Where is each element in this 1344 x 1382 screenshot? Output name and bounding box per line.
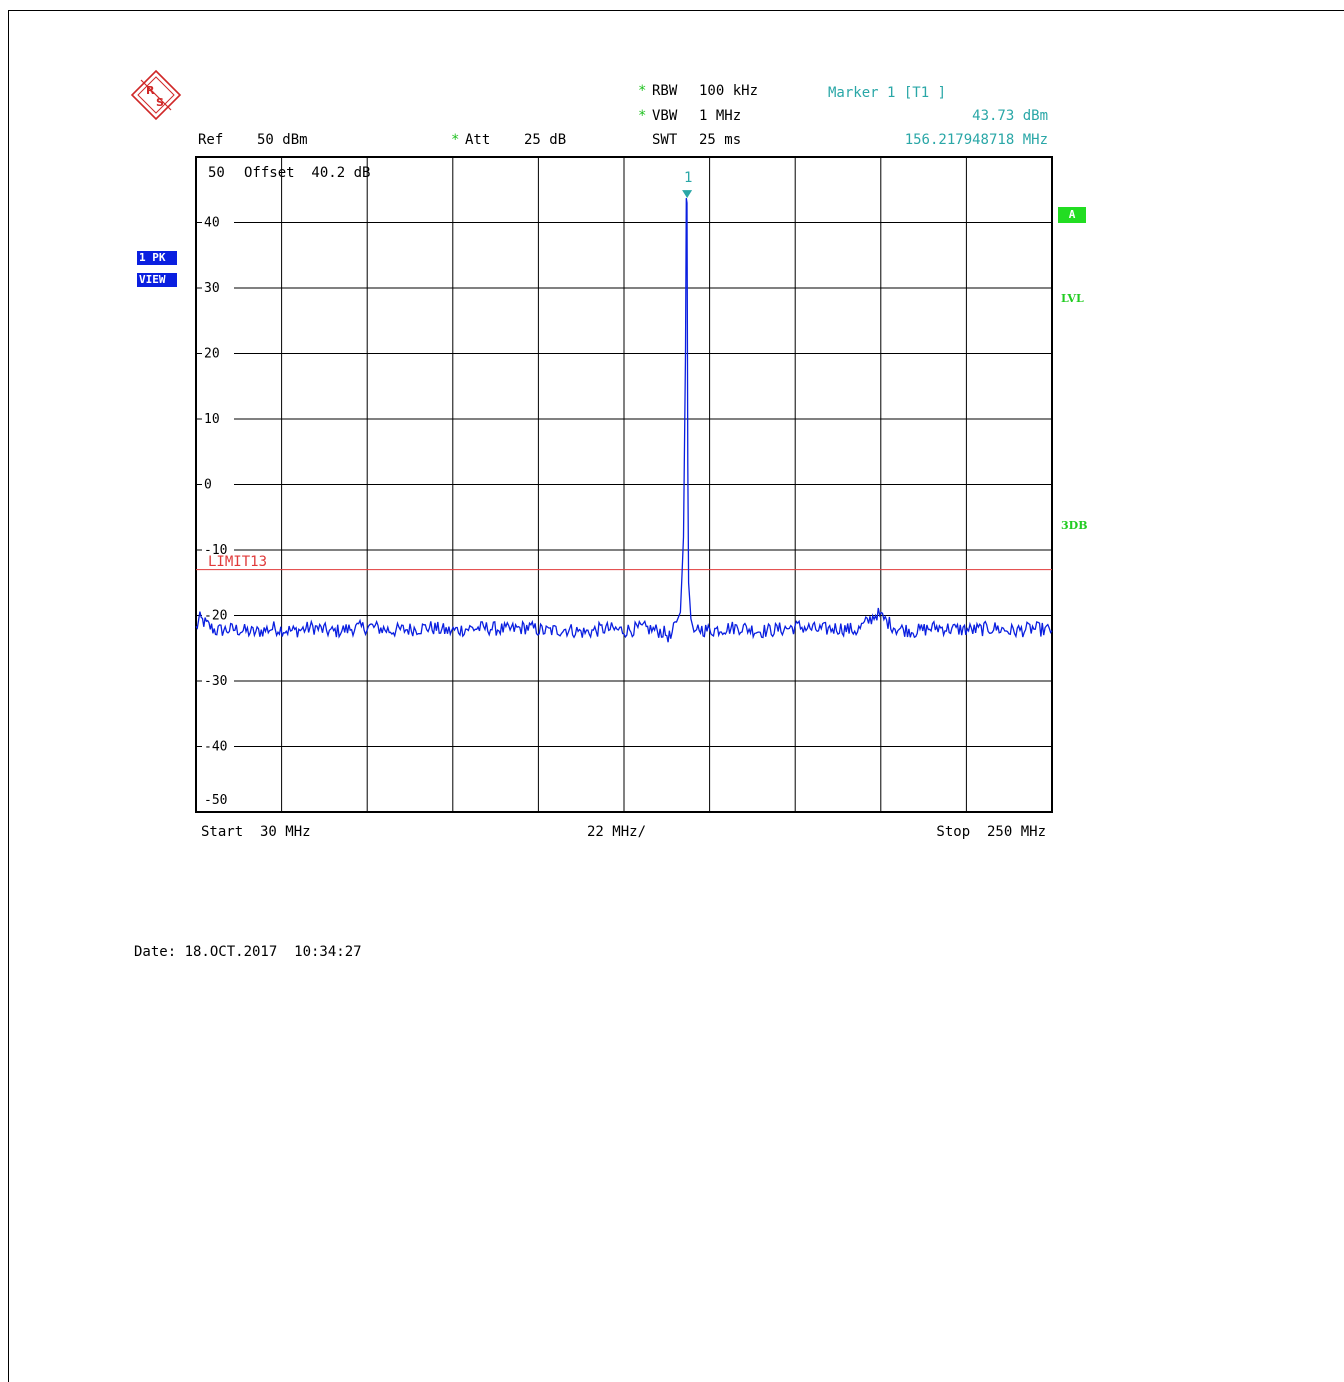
page-frame — [8, 10, 1344, 1382]
indicator-a: A — [1058, 207, 1086, 223]
trace-mode-badge: 1 PK — [137, 251, 177, 265]
top-scale-label: 50 — [208, 165, 225, 181]
view-badge: VIEW — [137, 273, 177, 287]
marker-number-label: 1 — [684, 170, 693, 186]
swt-value: 25 ms — [699, 132, 742, 148]
ref-value: 50 dBm — [257, 132, 308, 148]
rbw-value: 100 kHz — [699, 83, 759, 99]
rbw-star: * — [638, 83, 647, 99]
stop-frequency: Stop 250 MHz — [936, 824, 1046, 840]
indicator-3db: 3DB — [1061, 519, 1088, 532]
swt-label: SWT — [652, 132, 678, 148]
marker-title: Marker 1 [T1 ] — [828, 85, 947, 101]
span-per-division: 22 MHz/ — [587, 824, 647, 840]
marker-level: 43.73 dBm — [972, 108, 1048, 124]
vbw-star: * — [638, 108, 647, 124]
att-star: * — [451, 132, 460, 148]
ref-label: Ref — [198, 132, 224, 148]
start-frequency: Start 30 MHz — [201, 824, 311, 840]
offset-label: Offset 40.2 dB — [244, 165, 371, 181]
indicator-lvl: LVL — [1061, 292, 1084, 305]
att-value: 25 dB — [524, 132, 567, 148]
vbw-label: VBW — [652, 108, 678, 124]
limit-line-label: LIMIT13 — [208, 554, 268, 570]
att-label: Att — [465, 132, 491, 148]
date-stamp: Date: 18.OCT.2017 10:34:27 — [134, 944, 362, 960]
vbw-value: 1 MHz — [699, 108, 742, 124]
rbw-label: RBW — [652, 83, 678, 99]
marker-frequency: 156.217948718 MHz — [904, 132, 1048, 148]
